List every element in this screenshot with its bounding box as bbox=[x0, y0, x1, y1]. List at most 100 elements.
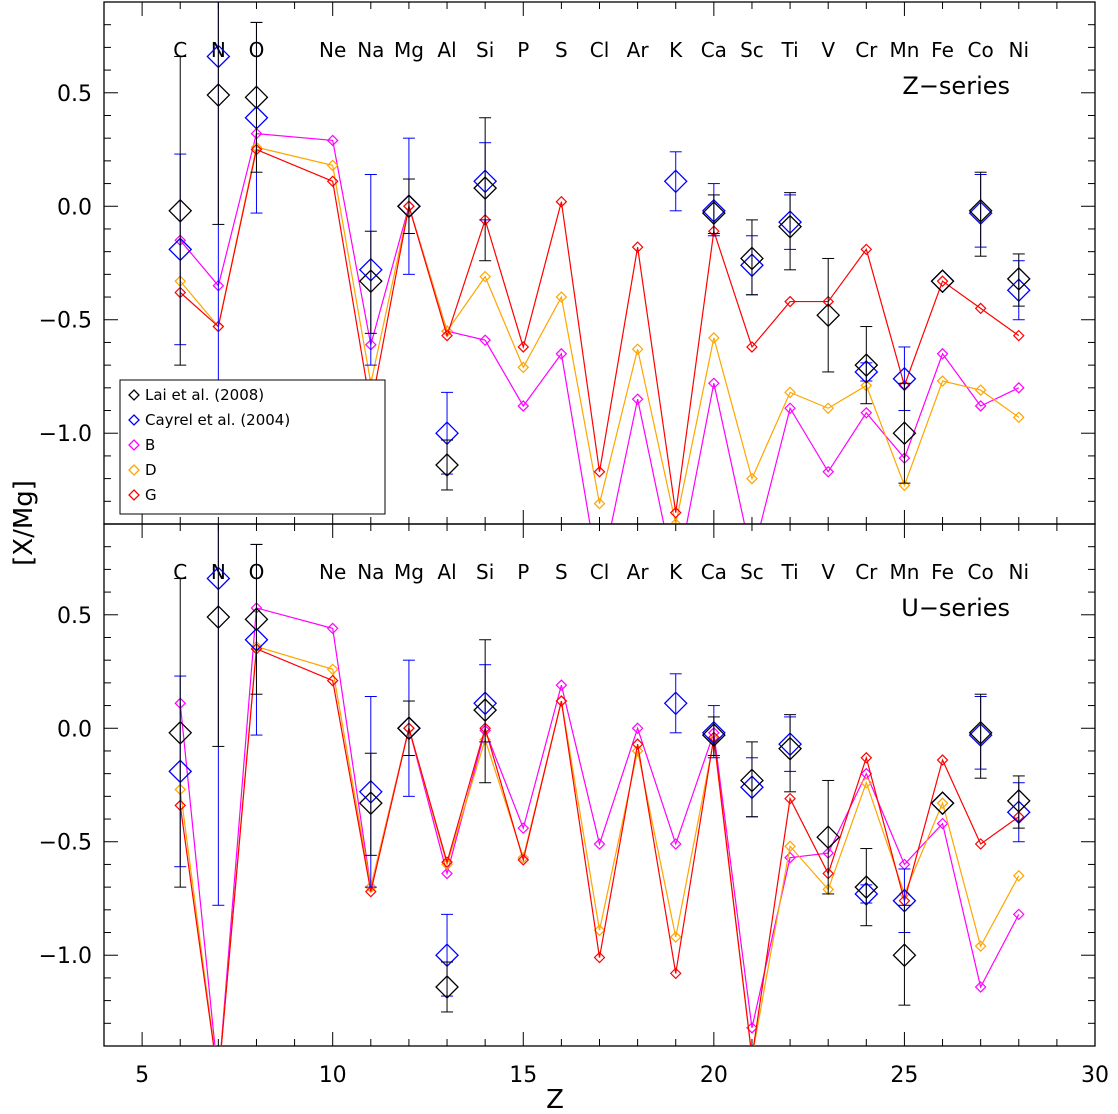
series-point-D bbox=[631, 343, 644, 356]
series-point-G bbox=[631, 241, 644, 253]
series-point-D bbox=[441, 858, 453, 871]
x-tick-label: 5 bbox=[135, 1063, 149, 1088]
series-point-G bbox=[326, 674, 339, 687]
element-label-S: S bbox=[555, 560, 568, 584]
element-label-Mn: Mn bbox=[889, 38, 919, 62]
series-point-D bbox=[669, 931, 682, 943]
element-label-V: V bbox=[821, 560, 835, 584]
series-point-G bbox=[517, 341, 530, 353]
x-tick-label: 10 bbox=[319, 1063, 347, 1088]
element-label-Ca: Ca bbox=[701, 560, 727, 584]
series-point-G bbox=[631, 738, 644, 750]
lai-point bbox=[778, 214, 802, 239]
series-point-G bbox=[974, 302, 987, 315]
plot-area bbox=[168, 524, 1031, 1085]
series-line-D bbox=[179, 146, 1020, 524]
series-point-B bbox=[784, 402, 796, 415]
element-label-Co: Co bbox=[968, 38, 994, 62]
element-label-K: K bbox=[669, 560, 683, 584]
element-label-Sc: Sc bbox=[740, 560, 764, 584]
series-point-G bbox=[213, 1075, 223, 1085]
lai-point bbox=[778, 736, 802, 761]
series-point-D bbox=[974, 940, 987, 952]
series-point-B bbox=[936, 347, 949, 360]
lai-point bbox=[930, 791, 955, 816]
series-point-D bbox=[517, 851, 530, 864]
legend-marker bbox=[128, 389, 140, 401]
series-point-G bbox=[936, 275, 949, 288]
lai-point bbox=[892, 943, 917, 968]
lai-point bbox=[701, 201, 726, 225]
series-point-G bbox=[784, 295, 796, 308]
series-point-D bbox=[746, 472, 758, 485]
lai-point bbox=[968, 720, 993, 745]
series-point-G bbox=[441, 856, 453, 869]
series-point-D bbox=[593, 924, 606, 937]
element-label-Si: Si bbox=[476, 38, 494, 62]
lai-point bbox=[740, 768, 764, 793]
lai-point bbox=[968, 198, 993, 223]
element-label-Cr: Cr bbox=[855, 38, 878, 62]
element-label-Ne: Ne bbox=[319, 560, 346, 584]
element-label-Si: Si bbox=[476, 560, 494, 584]
lai-point bbox=[244, 85, 269, 110]
series-line-G bbox=[179, 647, 1020, 1046]
series-point-D bbox=[936, 797, 949, 810]
element-label-Mg: Mg bbox=[394, 38, 424, 62]
series-point-B bbox=[555, 347, 568, 360]
series-point-G bbox=[784, 792, 796, 805]
series-point-G bbox=[555, 195, 568, 208]
series-line-D bbox=[179, 645, 1020, 1046]
series-point-G bbox=[1012, 329, 1025, 342]
element-label-Fe: Fe bbox=[931, 560, 954, 584]
lai-point bbox=[397, 716, 421, 741]
element-label-Co: Co bbox=[968, 560, 994, 584]
element-label-Ti: Ti bbox=[780, 560, 798, 584]
series-point-B bbox=[555, 679, 568, 691]
lai-point bbox=[435, 975, 459, 999]
series-point-G bbox=[593, 465, 606, 478]
series-point-D bbox=[707, 332, 720, 344]
legend-entry: D bbox=[145, 461, 157, 479]
series-point-G bbox=[517, 854, 530, 866]
series-point-D bbox=[555, 291, 568, 303]
lai-point bbox=[435, 453, 459, 477]
y-tick-label: 0.0 bbox=[57, 717, 92, 742]
series-point-D bbox=[936, 375, 949, 387]
series-point-B bbox=[669, 838, 682, 850]
y-tick-label: −1.0 bbox=[39, 944, 92, 969]
lai-point bbox=[892, 421, 917, 446]
element-label-Ne: Ne bbox=[319, 38, 346, 62]
element-label-Ni: Ni bbox=[1009, 38, 1030, 62]
legend-entry: Cayrel et al. (2004) bbox=[145, 411, 290, 429]
series-point-G bbox=[747, 1052, 757, 1062]
series-point-G bbox=[860, 243, 873, 256]
series-point-D bbox=[1012, 411, 1025, 424]
panel-2: 0.50.0−0.5−1.0C N O Ne Na Mg Al Si P S Cl Ar K Ca Sc Ti… bbox=[39, 523, 1096, 1085]
element-label-Ca: Ca bbox=[701, 38, 727, 62]
legend-marker bbox=[128, 489, 140, 501]
series-point-B bbox=[326, 622, 339, 635]
series-point-B bbox=[860, 406, 873, 419]
x-tick-label: 25 bbox=[890, 1063, 918, 1088]
y-tick-label: −0.5 bbox=[39, 831, 92, 856]
lai-point bbox=[1006, 788, 1031, 813]
element-label-P: P bbox=[517, 560, 529, 584]
series-point-B bbox=[974, 400, 987, 412]
lai-point bbox=[701, 723, 726, 747]
series-point-D bbox=[213, 1075, 223, 1085]
lai-point bbox=[816, 303, 841, 328]
element-label-P: P bbox=[517, 38, 529, 62]
series-point-G bbox=[669, 506, 682, 519]
series-point-B bbox=[517, 822, 530, 834]
series-point-D bbox=[479, 270, 492, 283]
plot-area bbox=[168, 2, 1031, 524]
series-point-D bbox=[326, 663, 339, 676]
lai-point bbox=[358, 269, 383, 294]
lai-point bbox=[397, 194, 421, 219]
series-point-G bbox=[441, 329, 453, 342]
element-label-Na: Na bbox=[357, 38, 384, 62]
lai-point bbox=[206, 605, 231, 629]
series-point-B bbox=[479, 334, 492, 347]
